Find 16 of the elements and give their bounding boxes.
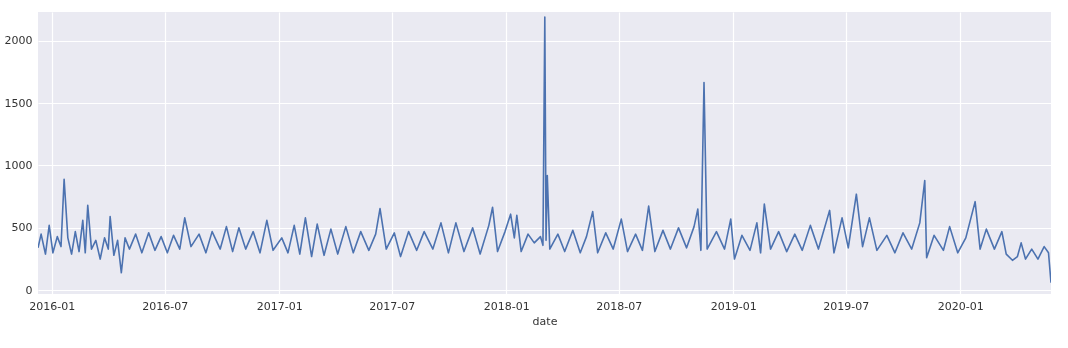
y-tick-label: 500: [11, 221, 33, 235]
y-tick-label: 1500: [4, 96, 33, 110]
x-tick-label: 2018-01: [483, 299, 530, 313]
x-tick-label: 2019-07: [823, 299, 870, 313]
line-series: [38, 16, 1051, 284]
x-tick-label: 2020-01: [937, 299, 984, 313]
x-tick-label: 2018-07: [596, 299, 643, 313]
x-tick-label: 2017-01: [256, 299, 303, 313]
x-axis-title: date: [532, 314, 558, 328]
y-tick-label: 2000: [4, 34, 33, 48]
y-tick-label: 1000: [4, 158, 33, 172]
y-tick-label: 0: [25, 283, 33, 297]
x-tick-label: 2019-01: [710, 299, 757, 313]
x-tick-label: 2017-07: [369, 299, 416, 313]
x-tick-label: 2016-01: [29, 299, 76, 313]
x-tick-label: 2016-07: [142, 299, 189, 313]
